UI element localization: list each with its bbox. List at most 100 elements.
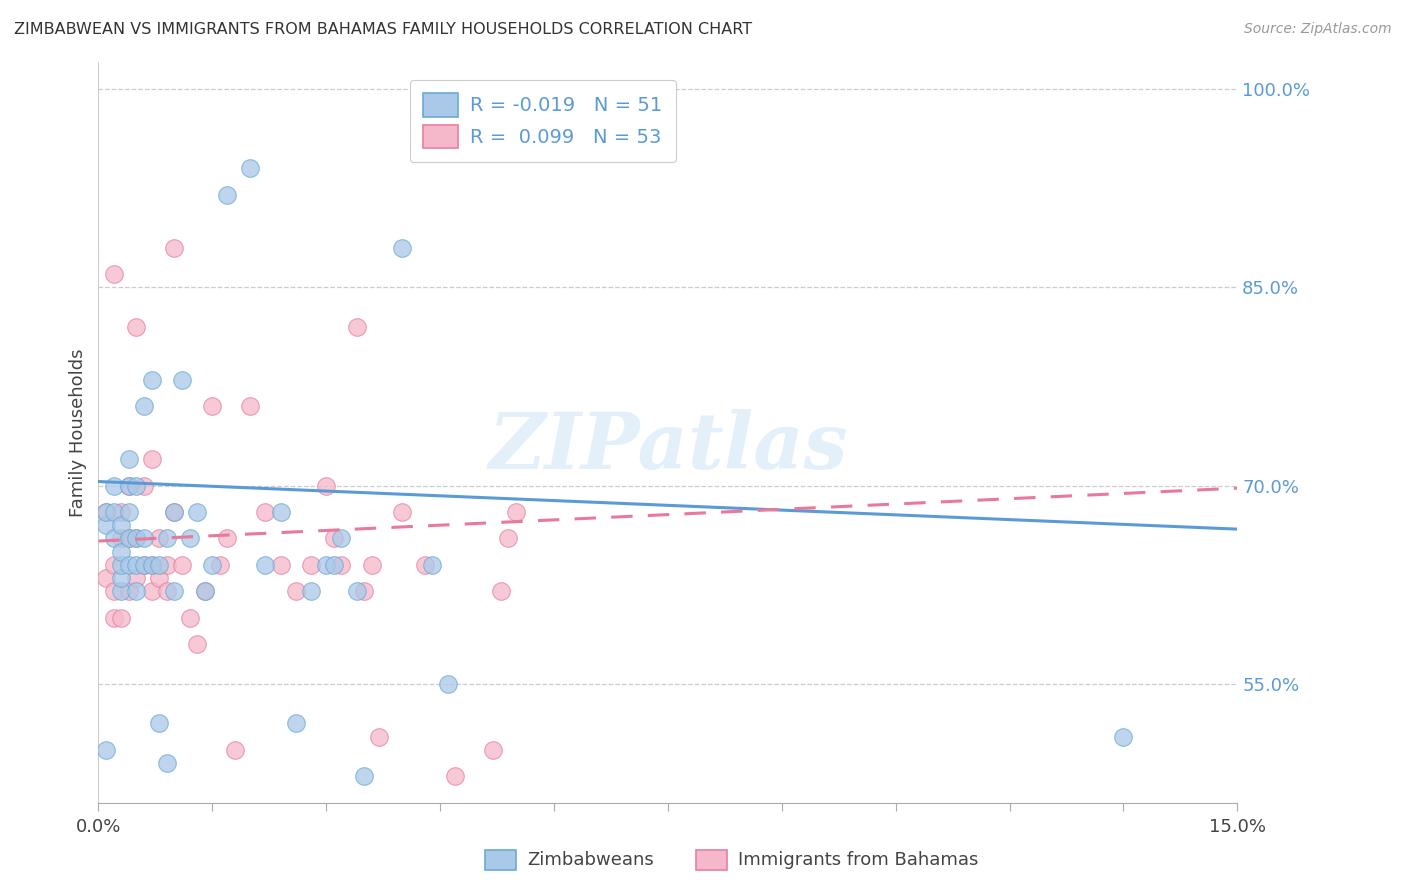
Point <box>170 373 193 387</box>
Point <box>132 478 155 492</box>
Point <box>148 558 170 572</box>
Point <box>186 505 208 519</box>
Point <box>194 584 217 599</box>
Point <box>132 558 155 572</box>
Point <box>118 478 141 492</box>
Point <box>270 558 292 572</box>
Point <box>170 558 193 572</box>
Point <box>194 584 217 599</box>
Point <box>110 544 132 558</box>
Legend: R = -0.019   N = 51, R =  0.099   N = 53: R = -0.019 N = 51, R = 0.099 N = 53 <box>409 79 676 162</box>
Point <box>346 584 368 599</box>
Point <box>353 769 375 783</box>
Text: ZIMBABWEAN VS IMMIGRANTS FROM BAHAMAS FAMILY HOUSEHOLDS CORRELATION CHART: ZIMBABWEAN VS IMMIGRANTS FROM BAHAMAS FA… <box>14 22 752 37</box>
Point <box>284 584 307 599</box>
Point <box>299 584 322 599</box>
Point <box>141 558 163 572</box>
Point <box>163 584 186 599</box>
Point <box>284 716 307 731</box>
Point <box>208 558 231 572</box>
Point <box>1112 730 1135 744</box>
Point <box>254 505 277 519</box>
Point <box>132 558 155 572</box>
Point <box>103 505 125 519</box>
Point <box>315 558 337 572</box>
Point <box>110 518 132 533</box>
Point <box>156 558 179 572</box>
Point <box>482 743 505 757</box>
Point <box>125 571 148 585</box>
Point <box>217 187 239 202</box>
Point <box>315 478 337 492</box>
Point <box>118 558 141 572</box>
Point <box>217 532 239 546</box>
Point <box>118 532 141 546</box>
Text: Zimbabweans: Zimbabweans <box>527 851 654 869</box>
Point <box>141 558 163 572</box>
Point <box>125 478 148 492</box>
Point <box>103 267 125 281</box>
Point <box>224 743 246 757</box>
Point <box>110 505 132 519</box>
Point <box>110 611 132 625</box>
Point <box>186 637 208 651</box>
Point <box>118 584 141 599</box>
Text: Immigrants from Bahamas: Immigrants from Bahamas <box>738 851 979 869</box>
Point <box>103 558 125 572</box>
Point <box>103 532 125 546</box>
Point <box>391 505 413 519</box>
Point <box>498 532 520 546</box>
Point <box>148 532 170 546</box>
Point <box>436 677 458 691</box>
Point <box>270 505 292 519</box>
Point <box>110 584 132 599</box>
Point <box>94 743 117 757</box>
Point <box>299 558 322 572</box>
Point <box>94 571 117 585</box>
Point <box>125 584 148 599</box>
Point <box>444 769 467 783</box>
Point <box>330 558 353 572</box>
Point <box>118 452 141 467</box>
Point <box>360 558 382 572</box>
Point <box>103 611 125 625</box>
Point <box>391 240 413 255</box>
Point <box>141 373 163 387</box>
Point <box>489 584 512 599</box>
Point <box>179 611 201 625</box>
Point <box>125 558 148 572</box>
Point <box>141 452 163 467</box>
Point <box>239 161 262 176</box>
Point <box>94 505 117 519</box>
Point <box>322 558 344 572</box>
Point <box>141 584 163 599</box>
Point <box>422 558 444 572</box>
Point <box>179 532 201 546</box>
Point <box>118 505 141 519</box>
Point <box>239 399 262 413</box>
Point <box>94 518 117 533</box>
Point <box>132 399 155 413</box>
Point <box>505 505 527 519</box>
Point <box>353 584 375 599</box>
Point <box>110 571 132 585</box>
Point <box>110 532 132 546</box>
Point <box>118 478 141 492</box>
Point <box>110 558 132 572</box>
Point <box>201 399 224 413</box>
Point <box>163 505 186 519</box>
Text: ZIPatlas: ZIPatlas <box>488 409 848 485</box>
Point <box>163 240 186 255</box>
Point <box>132 532 155 546</box>
Point <box>346 319 368 334</box>
Point <box>156 756 179 771</box>
Point <box>125 532 148 546</box>
Point <box>254 558 277 572</box>
Point <box>413 558 436 572</box>
Point <box>156 532 179 546</box>
Point <box>368 730 391 744</box>
Text: Source: ZipAtlas.com: Source: ZipAtlas.com <box>1244 22 1392 37</box>
Point <box>322 532 344 546</box>
Point <box>125 319 148 334</box>
Point <box>201 558 224 572</box>
